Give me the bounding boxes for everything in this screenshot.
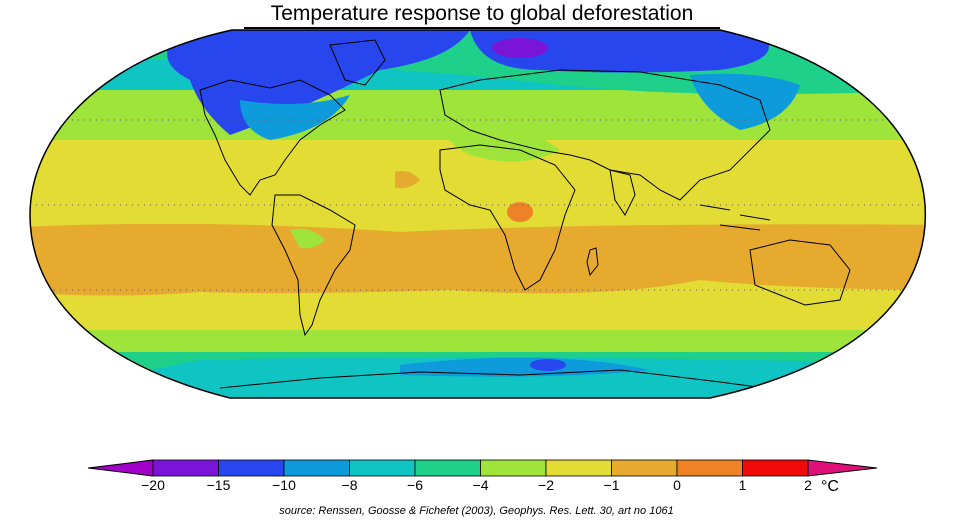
colorbar-bin [218, 459, 285, 477]
map-title: Temperature response to global deforesta… [244, 2, 720, 29]
colorbar-bin [545, 459, 612, 477]
colorbar-tick-label: −15 [207, 477, 231, 493]
colorbar-bin [283, 459, 350, 477]
colorbar-bin [742, 459, 809, 477]
source-citation: source: Renssen, Goosse & Fichefet (2003… [279, 505, 674, 517]
colorbar-tick-label: −4 [473, 477, 489, 493]
colorbar-bin [676, 459, 743, 477]
colorbar-underflow-arrow [87, 459, 154, 477]
colorbar-tick-label: −8 [342, 477, 358, 493]
colorbar-tick-label: −10 [272, 477, 296, 493]
colorbar-bin [349, 459, 416, 477]
colorbar-tick-label: −2 [538, 477, 554, 493]
colorbar-tick-label: −20 [141, 477, 165, 493]
globe-outline [29, 29, 927, 399]
colorbar-unit-label: °C [821, 478, 839, 495]
colorbar-tick-label: −1 [604, 477, 620, 493]
colorbar-tick-label: 2 [804, 477, 812, 493]
colorbar-bin [611, 459, 678, 477]
colorbar-bin [414, 459, 481, 477]
colorbar-tick-label: 0 [673, 477, 681, 493]
colorbar-bin [480, 459, 547, 477]
continent-outlines [199, 39, 851, 391]
colorbar-overflow-arrow [807, 459, 878, 477]
colorbar-tick-label: −6 [407, 477, 423, 493]
colorbar-tick-label: 1 [739, 477, 747, 493]
colorbar-bin [152, 459, 219, 477]
